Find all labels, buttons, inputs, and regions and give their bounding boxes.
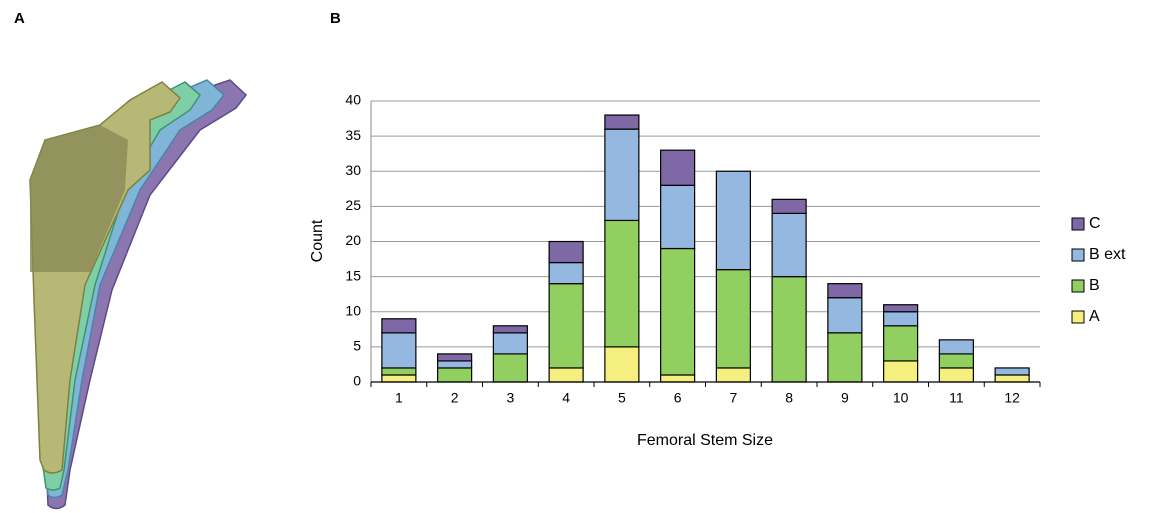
bar-segment <box>661 185 695 248</box>
panel-label: B <box>330 10 341 27</box>
bar-segment <box>716 368 750 382</box>
y-tick-label: 5 <box>353 338 361 354</box>
bar-segment <box>939 340 973 354</box>
figure: A B Femoral Stem Size Count 051015202530… <box>0 0 1153 513</box>
bar-segment <box>661 150 695 185</box>
y-tick-label: 10 <box>345 302 361 318</box>
x-tick-label: 12 <box>1004 390 1020 406</box>
bar-segment <box>716 270 750 368</box>
x-tick-label: 6 <box>674 390 682 406</box>
bar-segment <box>382 333 416 368</box>
bar-segment <box>828 333 862 382</box>
bar-segment <box>493 326 527 333</box>
bar-segment <box>382 375 416 382</box>
bar-segment <box>772 199 806 213</box>
bar-segment <box>493 354 527 382</box>
y-axis-title: Count <box>309 219 326 262</box>
page: A B Femoral Stem Size Count 051015202530… <box>0 0 1153 513</box>
bar-segment <box>772 213 806 276</box>
legend-label: C <box>1089 215 1101 232</box>
bar-segment <box>438 354 472 361</box>
panel-label: A <box>14 10 25 27</box>
y-tick-label: 35 <box>345 127 361 143</box>
bar-segment <box>661 375 695 382</box>
bar-segment <box>995 368 1029 375</box>
bar-segment <box>549 263 583 284</box>
y-tick-label: 15 <box>345 267 361 283</box>
bar-segment <box>605 129 639 220</box>
bar-segment <box>605 347 639 382</box>
bar-segment <box>661 249 695 375</box>
legend-swatch <box>1072 311 1084 323</box>
x-tick-label: 9 <box>841 390 849 406</box>
y-tick-label: 20 <box>345 232 361 248</box>
x-tick-label: 7 <box>729 390 737 406</box>
bar-segment <box>382 368 416 375</box>
bar-segment <box>549 242 583 263</box>
bar-segment <box>493 333 527 354</box>
bar-segment <box>884 326 918 361</box>
x-tick-label: 3 <box>506 390 514 406</box>
y-tick-label: 0 <box>353 373 361 389</box>
bar-segment <box>884 305 918 312</box>
bar-segment <box>884 361 918 382</box>
legend-swatch <box>1072 280 1084 292</box>
stem-illustration <box>30 80 246 509</box>
y-tick-label: 25 <box>345 197 361 213</box>
x-tick-label: 4 <box>562 390 570 406</box>
y-tick-label: 40 <box>345 92 361 108</box>
legend-label: B ext <box>1089 246 1126 263</box>
bar-segment <box>828 284 862 298</box>
x-tick-label: 2 <box>451 390 459 406</box>
bar-segment <box>438 361 472 368</box>
bar-segment <box>828 298 862 333</box>
bar-segment <box>605 115 639 129</box>
legend-swatch <box>1072 218 1084 230</box>
x-tick-label: 1 <box>395 390 403 406</box>
bar-segment <box>884 312 918 326</box>
y-tick-label: 30 <box>345 162 361 178</box>
x-tick-label: 8 <box>785 390 793 406</box>
bar-segment <box>605 220 639 346</box>
bar-segment <box>939 368 973 382</box>
x-tick-label: 11 <box>949 390 964 406</box>
bar-segment <box>995 375 1029 382</box>
x-axis-title: Femoral Stem Size <box>637 432 773 449</box>
bar-segment <box>438 368 472 382</box>
bar-segment <box>772 277 806 382</box>
x-tick-label: 10 <box>893 390 909 406</box>
legend-label: B <box>1089 277 1100 294</box>
bar-segment <box>549 368 583 382</box>
bar-segment <box>716 171 750 269</box>
bar-segment <box>382 319 416 333</box>
legend-swatch <box>1072 249 1084 261</box>
x-tick-label: 5 <box>618 390 626 406</box>
bar-segment <box>939 354 973 368</box>
legend-label: A <box>1089 308 1100 325</box>
bar-segment <box>549 284 583 368</box>
